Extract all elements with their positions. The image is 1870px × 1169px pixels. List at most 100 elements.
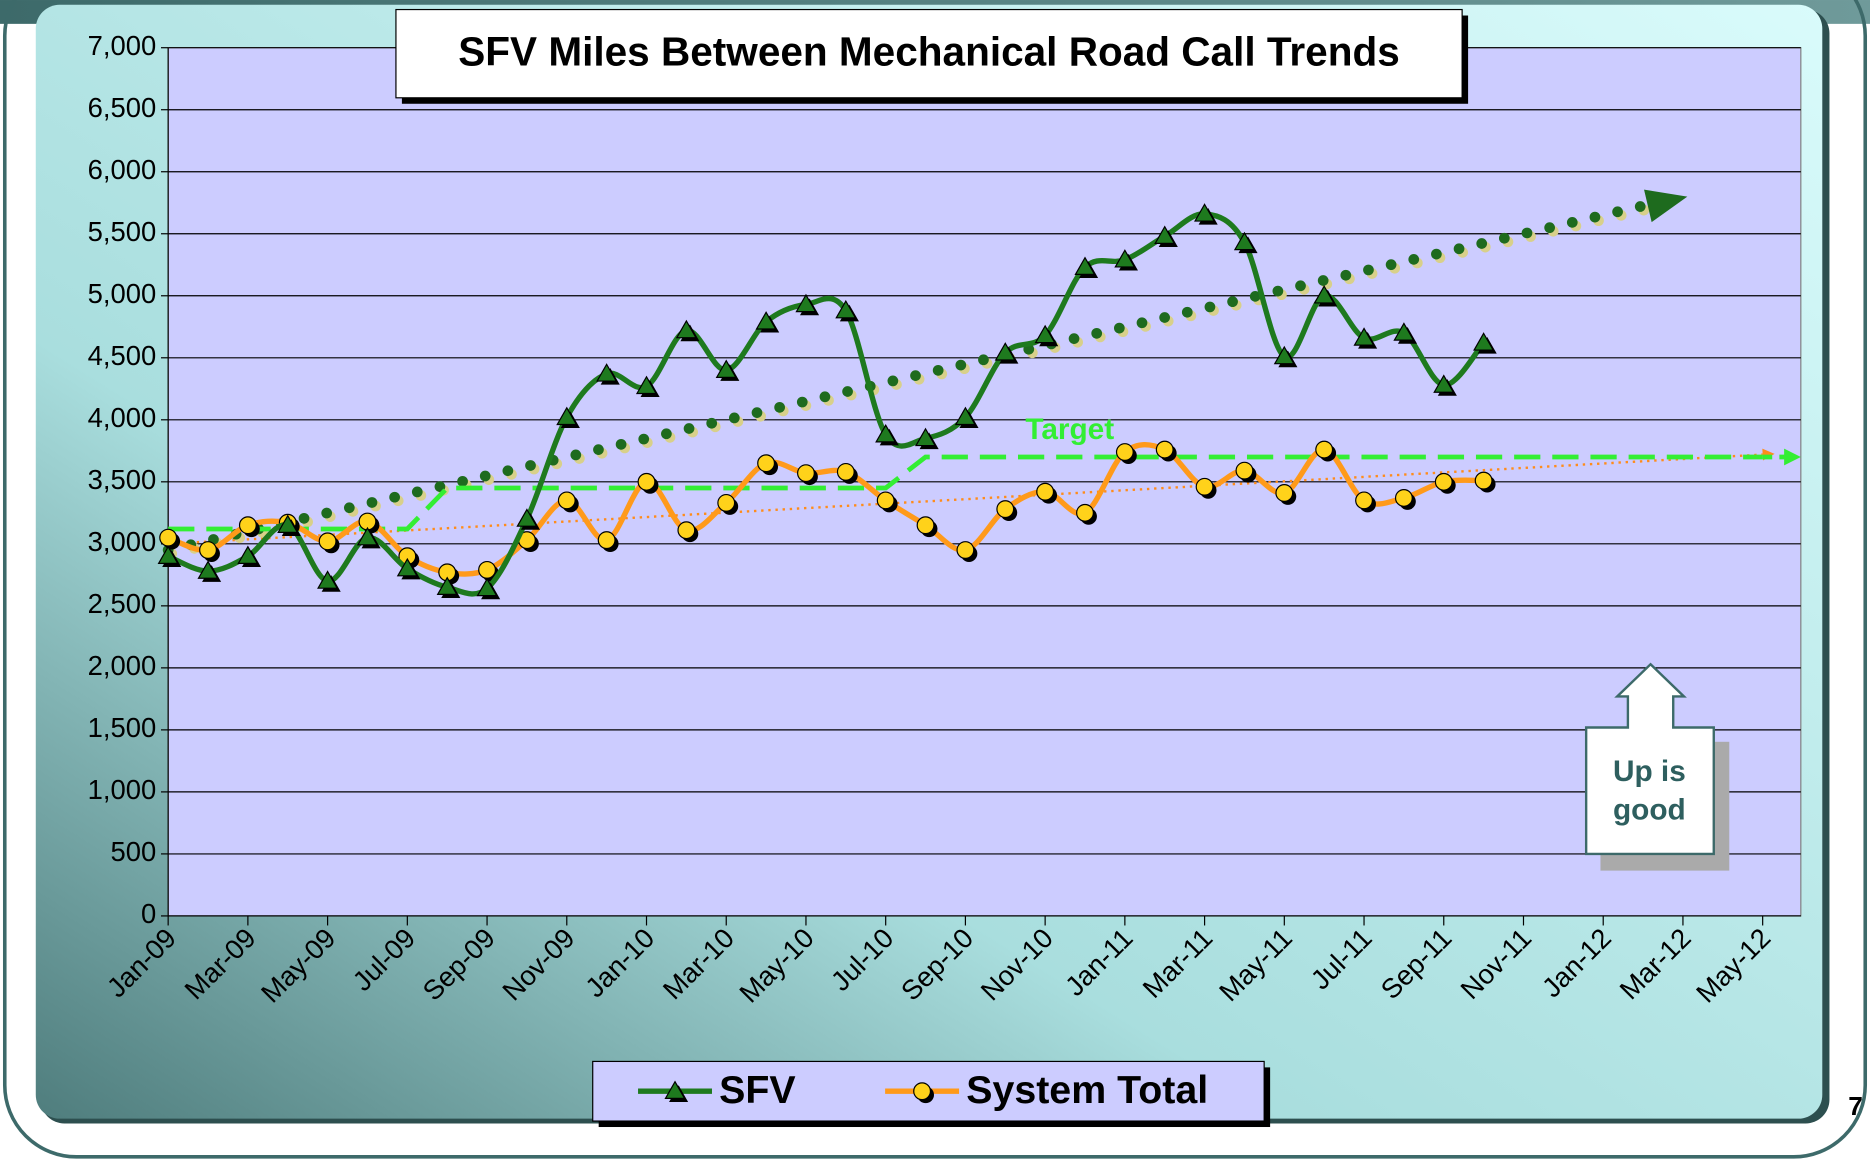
marker <box>1355 491 1373 510</box>
marker <box>436 576 458 595</box>
marker <box>157 545 179 564</box>
marker <box>1434 472 1453 491</box>
series-line <box>167 211 1486 597</box>
marker <box>557 491 576 510</box>
y-tick-label: 1,000 <box>88 774 157 805</box>
marker <box>913 1082 932 1101</box>
target-label: Target <box>1025 413 1114 446</box>
series <box>157 203 1497 600</box>
marker <box>516 508 538 527</box>
marker <box>1115 443 1134 461</box>
y-tick-label: 4,000 <box>88 402 157 433</box>
marker <box>199 541 217 559</box>
marker <box>717 493 736 512</box>
marker <box>954 406 976 426</box>
marker <box>1394 489 1413 507</box>
y-tick-label: 5,000 <box>88 278 157 309</box>
page-number: 7 <box>1848 1091 1863 1121</box>
marker <box>1473 332 1495 351</box>
y-tick-label: 6,000 <box>88 154 157 185</box>
chart-title: SFV Miles Between Mechanical Road Call T… <box>458 29 1400 75</box>
trend-arrowhead <box>1644 189 1688 223</box>
marker <box>757 454 776 473</box>
marker <box>836 462 855 481</box>
y-tick-label: 3,500 <box>88 464 157 495</box>
marker <box>1275 484 1294 502</box>
marker <box>914 427 937 447</box>
marker <box>664 1080 686 1099</box>
marker <box>1433 374 1455 393</box>
marker <box>356 526 379 546</box>
marker <box>1273 345 1295 365</box>
y-tick-label: 500 <box>110 836 156 867</box>
marker <box>596 363 618 382</box>
marker <box>1393 322 1415 341</box>
marker <box>1155 440 1174 459</box>
marker <box>159 528 178 547</box>
marker <box>1034 324 1056 344</box>
y-tick-label: 6,500 <box>88 92 157 123</box>
marker <box>1076 503 1094 522</box>
marker <box>1474 471 1493 490</box>
marker <box>875 423 897 443</box>
marker <box>1233 231 1256 251</box>
marker <box>675 319 697 339</box>
trendline <box>162 200 1649 556</box>
marker <box>1154 225 1176 244</box>
series <box>162 189 1688 559</box>
marker <box>715 359 737 378</box>
marker <box>396 557 418 577</box>
marker <box>677 521 696 540</box>
marker <box>916 516 935 535</box>
marker <box>876 491 895 510</box>
marker <box>956 541 975 559</box>
marker <box>795 293 817 313</box>
y-tick-label: 3,000 <box>88 526 157 557</box>
marker <box>556 406 578 426</box>
marker <box>597 531 616 550</box>
trendline <box>168 453 1763 546</box>
marker <box>994 342 1016 361</box>
target-line <box>168 454 1763 532</box>
marker <box>635 375 658 395</box>
callout-text: Up is <box>1613 755 1686 788</box>
marker <box>197 560 219 579</box>
marker <box>1235 461 1254 480</box>
marker <box>238 516 257 535</box>
y-tick-label: 5,500 <box>88 216 157 247</box>
marker <box>996 500 1015 519</box>
marker <box>797 464 815 483</box>
series-line <box>167 442 1484 577</box>
marker <box>637 472 656 491</box>
marker <box>237 545 259 564</box>
title-box <box>395 8 1463 99</box>
marker <box>1353 327 1375 346</box>
y-tick-label: 2,500 <box>88 588 157 619</box>
marker <box>835 299 857 319</box>
y-tick-label: 2,000 <box>88 650 157 681</box>
series: Target <box>168 413 1801 532</box>
marker <box>317 570 339 589</box>
marker <box>1313 285 1335 304</box>
legend-label: SFV <box>719 1068 796 1112</box>
y-tick-label: 1,500 <box>88 712 157 743</box>
callout-text: good <box>1613 793 1686 826</box>
y-tick-label: 0 <box>141 898 156 929</box>
marker <box>755 311 777 330</box>
y-tick-label: 4,500 <box>88 340 157 371</box>
marker <box>476 577 498 597</box>
marker <box>478 560 497 579</box>
legend-label: System Total <box>966 1068 1208 1112</box>
up-arrow-callout <box>1584 662 1715 856</box>
marker <box>1074 256 1096 276</box>
marker <box>277 514 299 533</box>
marker <box>1195 477 1214 496</box>
frame <box>3 0 1867 1159</box>
marker <box>318 532 337 551</box>
y-tick-label: 7,000 <box>88 30 157 61</box>
marker <box>1194 203 1216 222</box>
marker <box>1315 440 1334 459</box>
arrowhead <box>1784 448 1801 466</box>
